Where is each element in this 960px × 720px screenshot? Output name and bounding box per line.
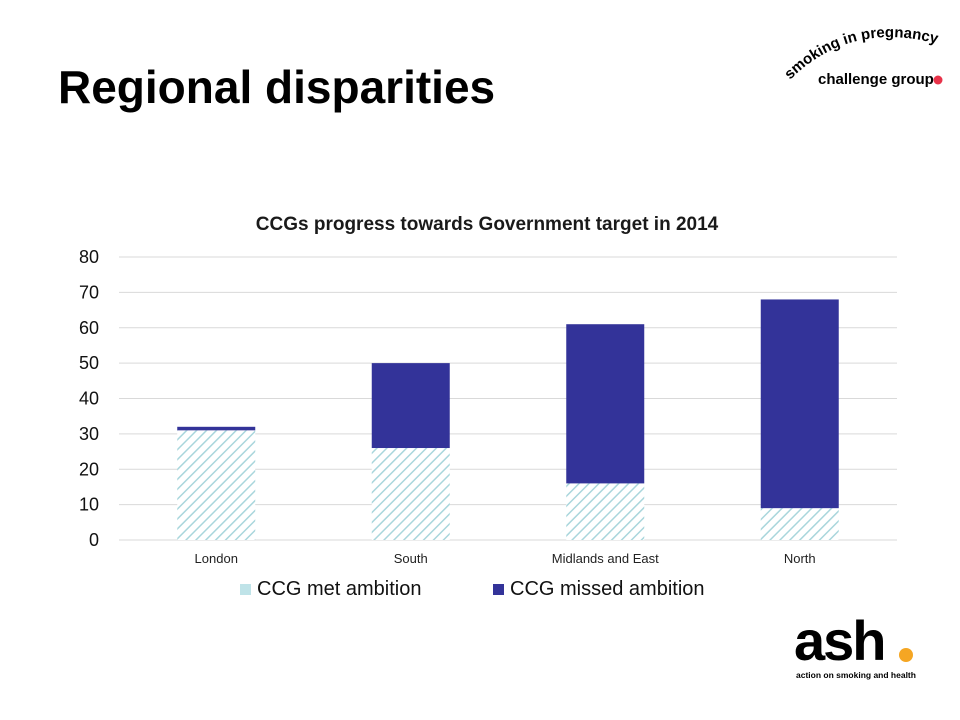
ash-dot-icon bbox=[899, 648, 913, 662]
bar-missed-ambition bbox=[371, 363, 450, 449]
y-tick-label: 80 bbox=[79, 247, 99, 267]
x-tick-label: Midlands and East bbox=[552, 551, 659, 566]
y-tick-label: 40 bbox=[79, 389, 99, 409]
bars bbox=[177, 299, 839, 540]
logo-line-2: challenge group bbox=[818, 71, 934, 88]
chart-title: CCGs progress towards Government target … bbox=[256, 214, 719, 235]
bar-missed-ambition bbox=[760, 299, 839, 509]
y-tick-label: 30 bbox=[79, 424, 99, 444]
y-tick-label: 20 bbox=[79, 459, 99, 479]
legend-label-missed: CCG missed ambition bbox=[510, 578, 705, 600]
stacked-bar-chart: CCGs progress towards Government target … bbox=[79, 214, 897, 600]
bar-missed-ambition bbox=[177, 426, 256, 431]
slide-title: Regional disparities bbox=[58, 61, 496, 113]
y-tick-label: 70 bbox=[79, 282, 99, 302]
y-axis-ticks: 0 10 20 30 40 50 60 70 80 bbox=[79, 247, 99, 550]
legend-swatch-met bbox=[240, 584, 251, 595]
bar-met-ambition bbox=[760, 508, 839, 540]
bar-met-ambition bbox=[371, 448, 450, 540]
ash-wordmark: ash bbox=[794, 610, 885, 672]
legend-label-met: CCG met ambition bbox=[257, 578, 422, 600]
x-tick-label: London bbox=[195, 551, 238, 566]
legend-swatch-missed bbox=[493, 584, 504, 595]
y-tick-label: 50 bbox=[79, 353, 99, 373]
bar-missed-ambition bbox=[566, 324, 645, 484]
ash-logo: ash action on smoking and health bbox=[794, 610, 916, 680]
y-tick-label: 60 bbox=[79, 318, 99, 338]
bar-met-ambition bbox=[566, 483, 645, 540]
y-tick-label: 0 bbox=[89, 530, 99, 550]
x-tick-label: North bbox=[784, 551, 816, 566]
smoking-in-pregnancy-logo: smoking in pregnancy challenge group bbox=[781, 24, 943, 88]
ash-tagline: action on smoking and health bbox=[796, 670, 916, 680]
x-tick-label: South bbox=[394, 551, 428, 566]
y-tick-label: 10 bbox=[79, 495, 99, 515]
bar-met-ambition bbox=[177, 430, 256, 540]
x-axis-ticks: London South Midlands and East North bbox=[195, 551, 816, 566]
logo-dot-icon bbox=[933, 75, 943, 85]
legend: CCG met ambition CCG missed ambition bbox=[240, 578, 705, 600]
